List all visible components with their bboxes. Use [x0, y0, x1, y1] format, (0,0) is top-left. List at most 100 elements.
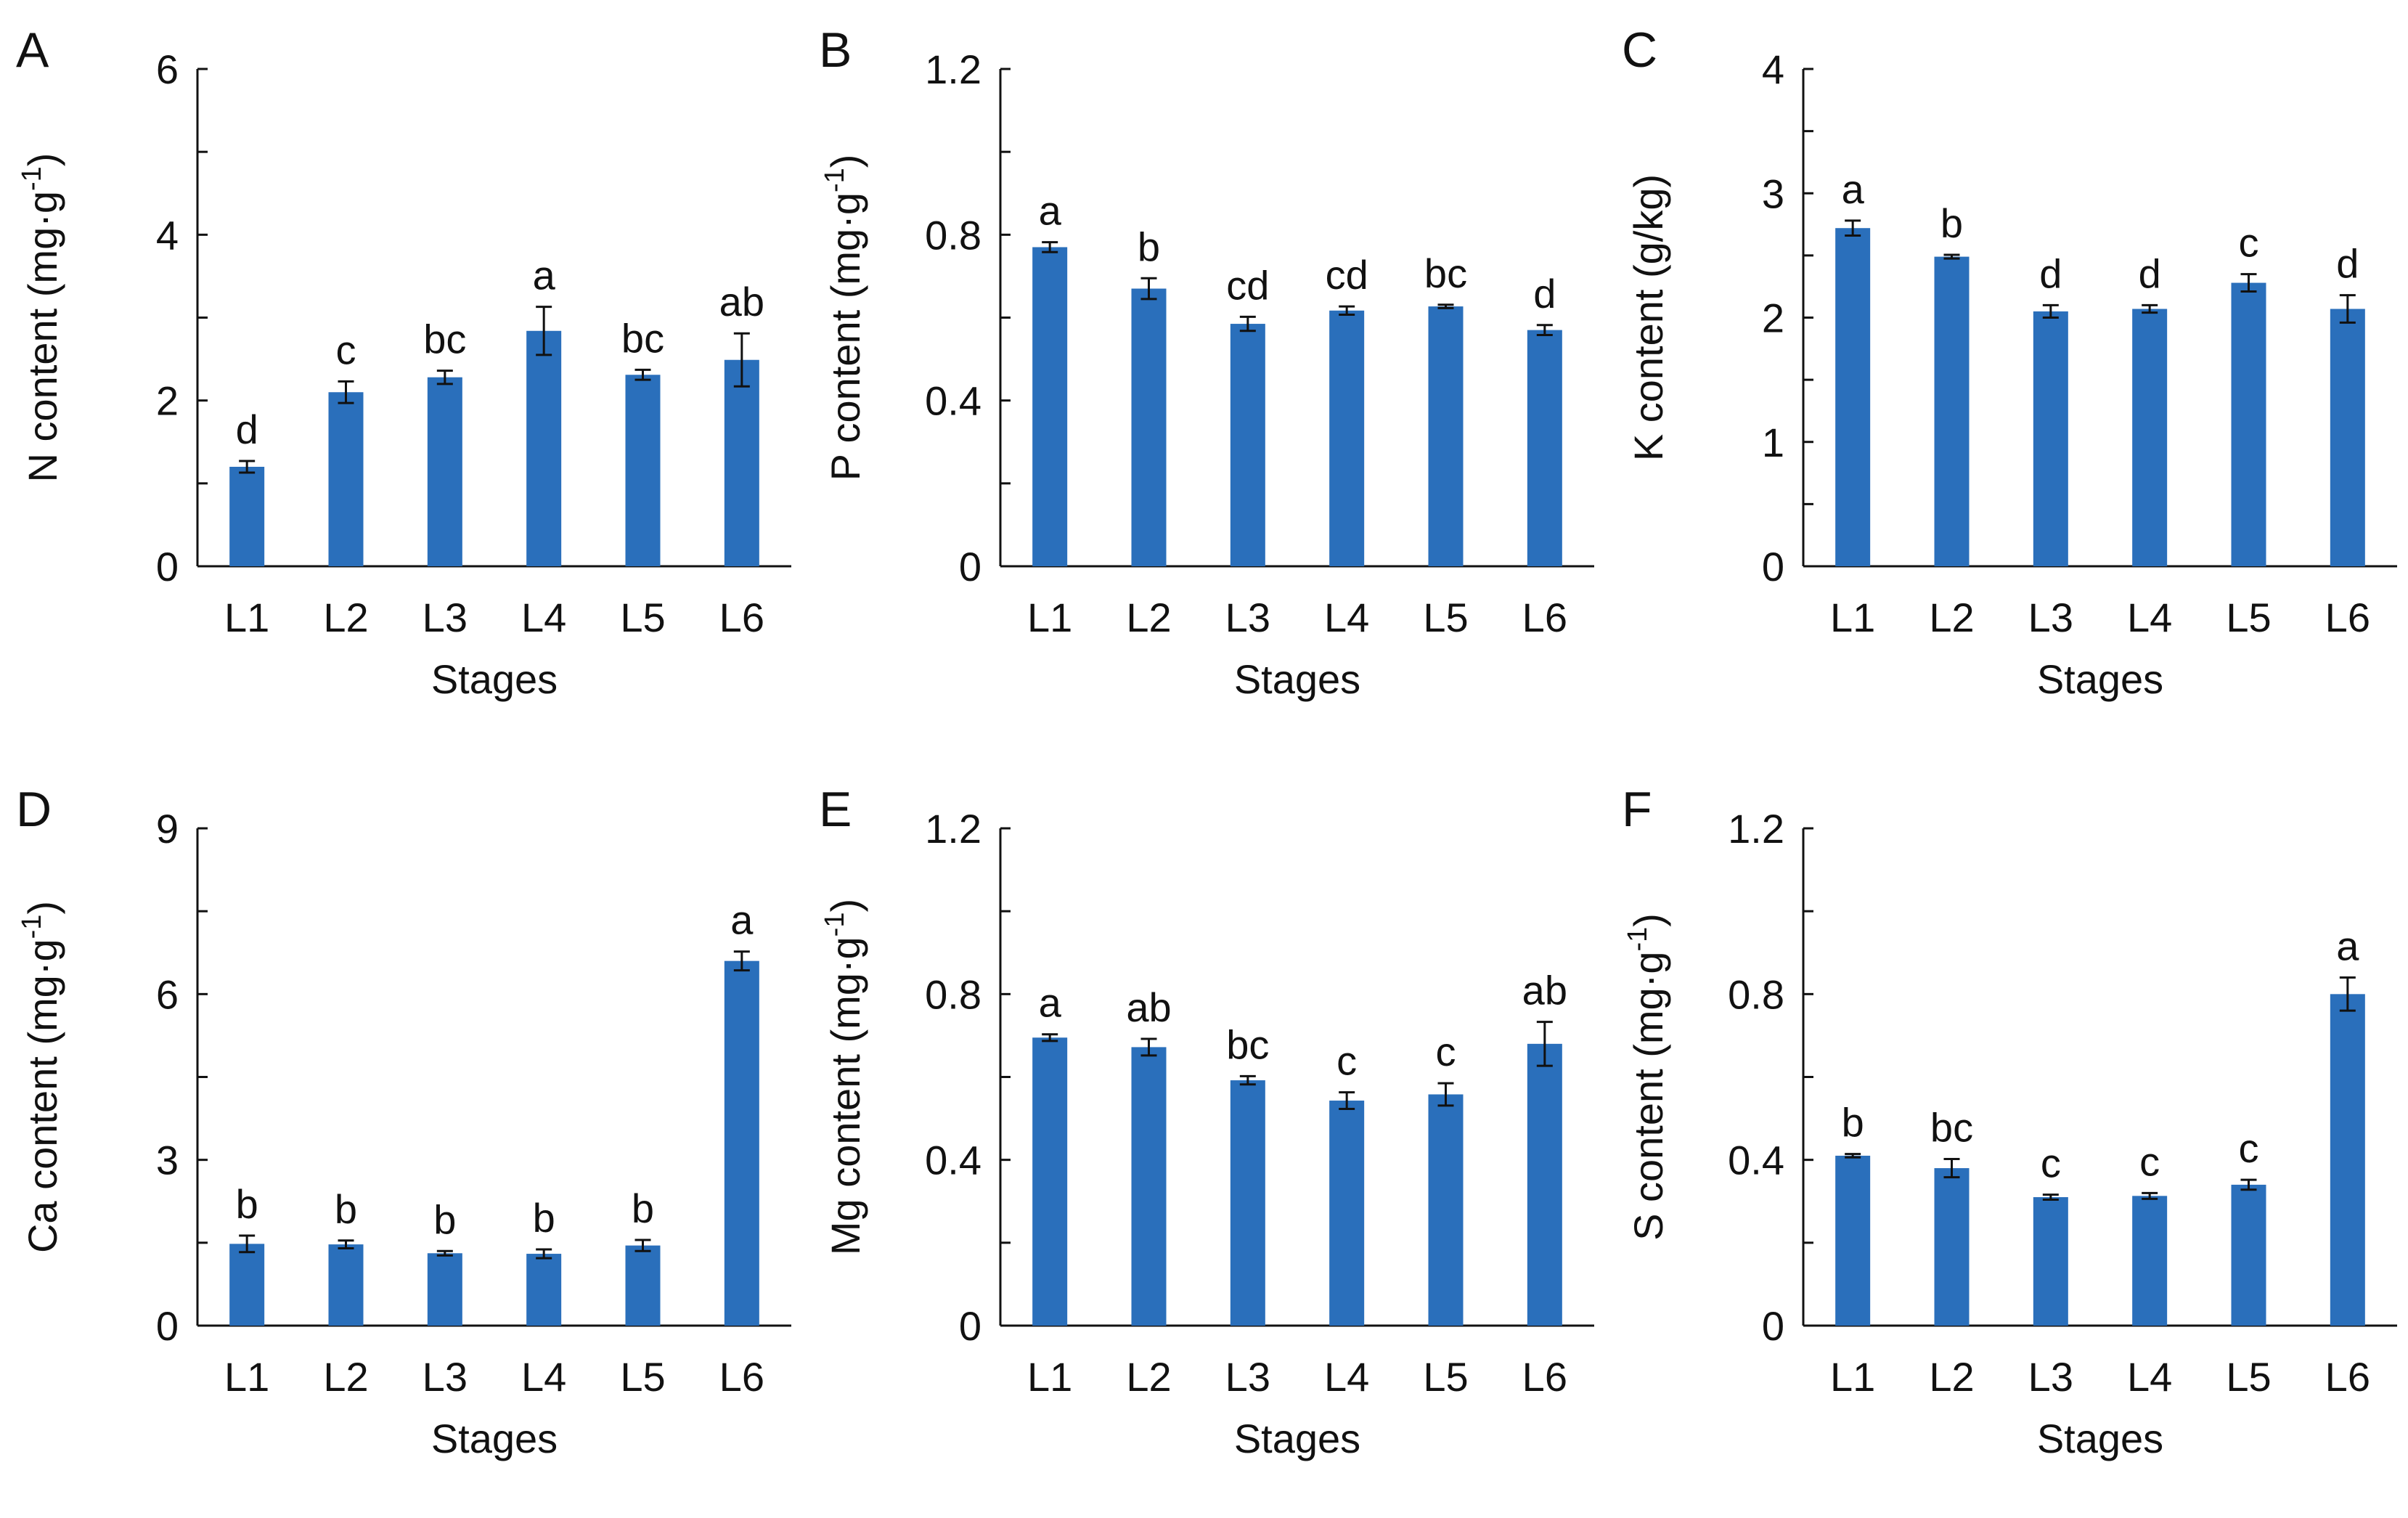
- y-axis-title-sup: -1: [17, 915, 47, 939]
- significance-letter: c: [2239, 220, 2259, 266]
- panel-letter: C: [1622, 23, 1657, 78]
- x-category-label: L3: [423, 595, 468, 640]
- x-category-label: L5: [2226, 1354, 2271, 1400]
- x-category-label: L1: [1830, 1354, 1875, 1400]
- bar-l3: [2033, 1197, 2068, 1326]
- bar-l6: [724, 960, 759, 1326]
- x-category-label: L1: [224, 1354, 269, 1400]
- bar-l4: [526, 1254, 562, 1326]
- panel-c: C 0 1 2 3 4 K content (g/kg) a L1 b L2 d L3 d L4 c L5 d L6…: [1606, 0, 2408, 759]
- y-tick-label: 0: [1762, 544, 1784, 589]
- significance-letter: a: [2336, 923, 2359, 969]
- panel-e: E 0 0.4 0.8 1.2 Mg content (mg·g-1) a L1 ab L2 bc L…: [803, 759, 1605, 1518]
- bar-l4: [526, 330, 562, 566]
- chart-svg: E 0 0.4 0.8 1.2 Mg content (mg·g-1) a L1 ab L2 bc L…: [819, 782, 1594, 1461]
- significance-letter: c: [1336, 1038, 1357, 1084]
- y-tick-label: 2: [156, 378, 179, 424]
- chart-svg: F 0 0.4 0.8 1.2 S content (mg·g-1) b L1 bc L2 c L3 c…: [1622, 782, 2397, 1461]
- bar-l5: [1428, 1094, 1464, 1326]
- y-tick-label: 1: [1762, 420, 1784, 465]
- x-category-label: L1: [1027, 1354, 1072, 1400]
- x-category-label: L5: [2226, 595, 2271, 640]
- y-tick-label: 1.2: [925, 806, 981, 852]
- y-tick-label: 0: [959, 1303, 981, 1349]
- significance-letter: b: [236, 1181, 258, 1227]
- significance-letter: ab: [1126, 984, 1171, 1030]
- significance-letter: c: [2041, 1140, 2061, 1186]
- bar-l6: [1527, 330, 1562, 566]
- x-category-label: L2: [1126, 1354, 1171, 1400]
- y-tick-label: 3: [1762, 171, 1784, 216]
- significance-letter: bc: [1930, 1105, 1973, 1151]
- bar-l1: [229, 467, 265, 566]
- x-axis-title: Stages: [431, 1416, 558, 1461]
- y-axis-title: K content (g/kg): [1625, 174, 1671, 461]
- y-axis-title-close: ): [1625, 913, 1671, 927]
- x-category-label: L4: [521, 1354, 566, 1400]
- significance-letter: ab: [1522, 968, 1567, 1013]
- y-axis-title-close: ): [823, 899, 868, 913]
- significance-letter: d: [1533, 271, 1556, 317]
- bar-l6: [1527, 1043, 1562, 1326]
- significance-letter: d: [236, 407, 258, 452]
- y-axis-title-close: ): [20, 901, 65, 915]
- bar-l3: [427, 1253, 462, 1326]
- y-tick-label: 0: [156, 1303, 179, 1349]
- y-axis-title-sup: -1: [17, 166, 47, 191]
- y-tick-label: 1.2: [1728, 806, 1784, 852]
- x-category-label: L4: [521, 595, 566, 640]
- x-category-label: L3: [423, 1354, 468, 1400]
- significance-letter: b: [433, 1196, 456, 1242]
- x-category-label: L6: [1522, 595, 1567, 640]
- x-axis-title: Stages: [431, 656, 558, 702]
- x-category-label: L5: [1423, 1354, 1468, 1400]
- y-axis-title: P content (mg·g-1): [820, 155, 868, 481]
- x-category-label: L5: [620, 1354, 665, 1400]
- significance-letter: d: [2336, 241, 2359, 287]
- y-axis-title-close: ): [20, 153, 65, 167]
- y-axis-title: Mg content (mg·g-1): [820, 899, 868, 1255]
- bar-l1: [1032, 247, 1068, 566]
- significance-letter: d: [2039, 250, 2062, 296]
- y-tick-label: 0: [156, 544, 179, 589]
- significance-letter: d: [2139, 250, 2161, 296]
- x-category-label: L3: [1225, 1354, 1270, 1400]
- y-axis-title-main: N content (mg·g: [20, 191, 65, 483]
- significance-letter: b: [533, 1195, 555, 1241]
- bar-l2: [328, 1244, 364, 1326]
- x-category-label: L1: [224, 595, 269, 640]
- x-category-label: L2: [1929, 595, 1974, 640]
- chart-svg: D 0 3 6 9 Ca content (mg·g-1) b L1 b L2 b L3 b L4 b L5 a…: [16, 782, 791, 1461]
- y-tick-label: 6: [156, 971, 179, 1017]
- bar-l1: [229, 1244, 265, 1326]
- significance-letter: c: [336, 327, 356, 372]
- x-category-label: L3: [2028, 1354, 2073, 1400]
- y-axis-title-main: K content (g/kg): [1625, 174, 1671, 461]
- y-tick-label: 0.4: [925, 378, 981, 424]
- significance-letter: a: [1039, 980, 1062, 1026]
- significance-letter: bc: [621, 315, 664, 361]
- x-axis-title: Stages: [1234, 1416, 1360, 1461]
- x-category-label: L4: [1324, 1354, 1369, 1400]
- significance-letter: cd: [1226, 262, 1269, 308]
- y-tick-label: 0.8: [925, 212, 981, 258]
- y-axis-title: Ca content (mg·g-1): [17, 901, 65, 1253]
- bar-l4: [1329, 1101, 1365, 1326]
- x-axis-title: Stages: [1234, 656, 1360, 702]
- significance-letter: b: [335, 1186, 357, 1232]
- y-tick-label: 0: [959, 544, 981, 589]
- x-category-label: L5: [1423, 595, 1468, 640]
- panel-letter: B: [819, 23, 852, 78]
- bar-l5: [2231, 282, 2266, 566]
- bar-l3: [1230, 1080, 1265, 1326]
- bar-l3: [427, 377, 462, 566]
- x-category-label: L4: [2127, 595, 2172, 640]
- panel-letter: A: [16, 23, 49, 78]
- y-tick-label: 4: [156, 212, 179, 258]
- bar-l4: [2132, 1196, 2168, 1326]
- y-axis-title-main: S content (mg·g: [1625, 952, 1671, 1241]
- x-category-label: L1: [1027, 595, 1072, 640]
- x-category-label: L4: [1324, 595, 1369, 640]
- significance-letter: bc: [1424, 250, 1467, 296]
- chart-svg: A 0 2 4 6 N content (mg·g-1) d L1 c L2 bc L3 a L4 bc L5…: [16, 23, 791, 702]
